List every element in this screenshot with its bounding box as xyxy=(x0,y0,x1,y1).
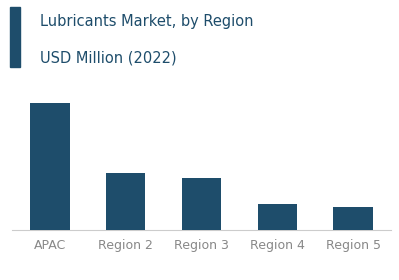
Text: Lubricants Market, by Region: Lubricants Market, by Region xyxy=(40,14,253,29)
Bar xyxy=(30,103,69,230)
Bar xyxy=(258,204,297,230)
Text: USD Million (2022): USD Million (2022) xyxy=(40,50,176,66)
Bar xyxy=(182,178,221,230)
Bar xyxy=(106,173,145,230)
Bar xyxy=(334,207,373,230)
